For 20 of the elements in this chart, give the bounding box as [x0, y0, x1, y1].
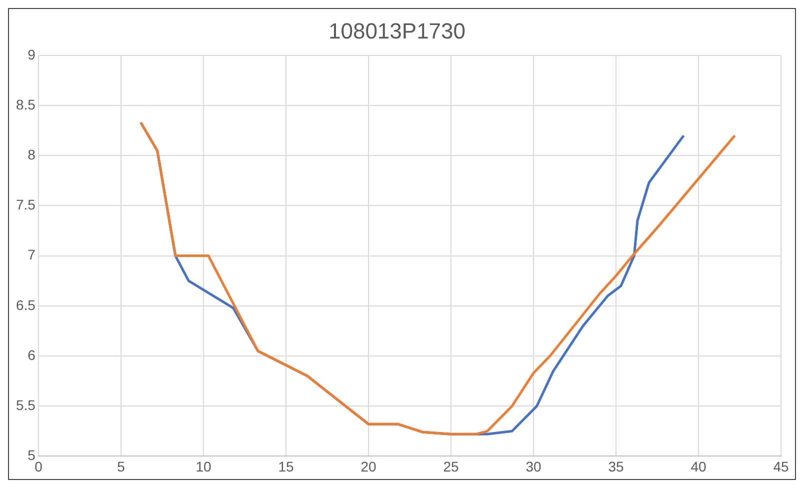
- x-tick-label: 30: [526, 458, 542, 474]
- x-tick-label: 10: [196, 458, 212, 474]
- x-tick-label: 5: [117, 458, 126, 474]
- y-tick-label: 7: [28, 246, 36, 263]
- y-tick-label: 7.5: [16, 196, 36, 213]
- y-tick-label: 8.5: [16, 96, 36, 112]
- x-tick-label: 40: [690, 458, 706, 474]
- x-tick-label: 35: [608, 458, 624, 474]
- x-tick-label: 20: [360, 458, 376, 474]
- y-tick-label: 8: [28, 146, 36, 162]
- y-tick-label: 6.5: [16, 296, 36, 313]
- x-tick-label: 25: [443, 458, 459, 474]
- x-tick-label: 45: [773, 458, 789, 474]
- x-tick-label: 15: [278, 458, 294, 474]
- chart-title: 108013P1730: [328, 18, 466, 44]
- y-tick-label: 5.5: [16, 396, 36, 413]
- y-tick-label: 9: [28, 46, 36, 62]
- y-tick-label: 6: [28, 346, 36, 363]
- x-tick-label: 0: [34, 458, 43, 474]
- y-tick-label: 5: [28, 447, 36, 464]
